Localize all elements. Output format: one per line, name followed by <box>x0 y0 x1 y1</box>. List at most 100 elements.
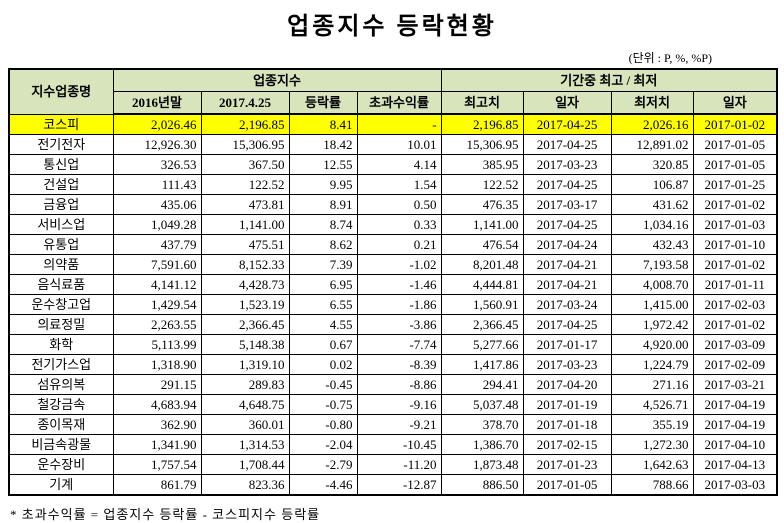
date-cell: 2017-01-10 <box>692 234 778 255</box>
table-row: 의료정밀 2,263.55 2,366.45 4.55 -3.86 2,366.45 201… <box>8 314 778 335</box>
value-cell: 1,642.63 <box>610 454 694 475</box>
value-cell: 111.43 <box>112 174 202 195</box>
value-cell: 823.36 <box>200 474 290 496</box>
value-cell: 18.42 <box>288 134 358 155</box>
date-cell: 2017-04-13 <box>692 454 778 475</box>
date-cell: 2017-01-11 <box>692 274 778 295</box>
value-cell: 0.33 <box>356 214 442 235</box>
value-cell: -1.02 <box>356 254 442 275</box>
value-cell: 1,429.54 <box>112 294 202 315</box>
date-cell: 2017-02-09 <box>692 354 778 375</box>
value-cell: 7,591.60 <box>112 254 202 275</box>
value-cell: 6.95 <box>288 274 358 295</box>
value-cell: 1,319.10 <box>200 354 290 375</box>
value-cell: 106.87 <box>610 174 694 195</box>
value-cell: 1,523.19 <box>200 294 290 315</box>
value-cell: 4.14 <box>356 154 442 175</box>
header-excess-return: 초과수익률 <box>356 91 442 115</box>
sector-name-cell: 운수창고업 <box>8 294 114 315</box>
table-row: 금융업 435.06 473.81 8.91 0.50 476.35 2017-03-17 4… <box>8 194 778 215</box>
header-low-date: 일자 <box>692 91 778 115</box>
sector-name-cell: 통신업 <box>8 154 114 175</box>
page-title: 업종지수 등락현황 <box>287 14 497 40</box>
value-cell: 1,318.90 <box>112 354 202 375</box>
value-cell: 12,926.30 <box>112 134 202 155</box>
value-cell: 2,196.85 <box>200 113 290 135</box>
date-cell: 2017-04-21 <box>522 274 612 295</box>
date-cell: 2017-01-05 <box>522 474 612 496</box>
table-body: 코스피 2,026.46 2,196.85 8.41-2,196.85 2017-04-… <box>8 113 778 496</box>
table-row: 음식료품 4,141.12 4,428.73 6.95 -1.46 4,444.81 201… <box>8 274 778 295</box>
value-cell: 10.01 <box>356 134 442 155</box>
table-row-kospi: 코스피 2,026.46 2,196.85 8.41-2,196.85 2017-04-… <box>8 113 778 135</box>
value-cell: -1.86 <box>356 294 442 315</box>
table-row: 통신업 326.53 367.50 12.55 4.14 385.95 2017-03-23… <box>8 154 778 175</box>
value-cell: 1,386.70 <box>440 434 524 455</box>
value-cell: -8.39 <box>356 354 442 375</box>
value-cell: 2,366.45 <box>200 314 290 335</box>
value-cell: -2.79 <box>288 454 358 475</box>
value-cell: -2.04 <box>288 434 358 455</box>
table-header: 지수업종명 업종지수 기간중 최고 / 최저 2016년말 2017.4.25 … <box>8 68 778 115</box>
date-cell: 2017-02-03 <box>692 294 778 315</box>
value-cell: 2,366.45 <box>440 314 524 335</box>
sector-name-cell: 종이목재 <box>8 414 114 435</box>
value-cell: 0.02 <box>288 354 358 375</box>
value-cell: 4,008.70 <box>610 274 694 295</box>
date-cell: 2017-04-25 <box>522 214 612 235</box>
value-cell: -0.80 <box>288 414 358 435</box>
value-cell: -1.46 <box>356 274 442 295</box>
value-cell: 1,049.28 <box>112 214 202 235</box>
value-cell: 8.74 <box>288 214 358 235</box>
value-cell: 291.15 <box>112 374 202 395</box>
value-cell: -10.45 <box>356 434 442 455</box>
value-cell: 4,648.75 <box>200 394 290 415</box>
sector-name-cell: 화학 <box>8 334 114 355</box>
date-cell: 2017-01-03 <box>692 214 778 235</box>
sector-name-cell: 서비스업 <box>8 214 114 235</box>
value-cell: 5,037.48 <box>440 394 524 415</box>
value-cell: 8.62 <box>288 234 358 255</box>
value-cell: 2,026.16 <box>610 113 694 135</box>
date-cell: 2017-04-25 <box>522 314 612 335</box>
value-cell: 0.50 <box>356 194 442 215</box>
value-cell: 8.91 <box>288 194 358 215</box>
date-cell: 2017-01-02 <box>692 194 778 215</box>
table-row: 종이목재 362.90 360.01 -0.80 -9.21 378.70 2017-01-… <box>8 414 778 435</box>
value-cell: 5,113.99 <box>112 334 202 355</box>
date-cell: 2017-04-21 <box>522 254 612 275</box>
date-cell: 2017-04-24 <box>522 234 612 255</box>
header-low: 최저치 <box>610 91 694 115</box>
header-sector-name: 지수업종명 <box>8 68 114 115</box>
value-cell: 294.41 <box>440 374 524 395</box>
value-cell: 8.41 <box>288 113 358 135</box>
sector-name-cell: 섬유의복 <box>8 374 114 395</box>
sector-name-cell: 금융업 <box>8 194 114 215</box>
value-cell: 476.54 <box>440 234 524 255</box>
value-cell: 15,306.95 <box>200 134 290 155</box>
header-row-sub: 2016년말 2017.4.25 등락률 초과수익률 최고치 일자 최저치 일자 <box>9 91 778 115</box>
date-cell: 2017-02-15 <box>522 434 612 455</box>
value-cell: 437.79 <box>112 234 202 255</box>
date-cell: 2017-03-24 <box>522 294 612 315</box>
sector-name-cell: 전기가스업 <box>8 354 114 375</box>
value-cell: 12.55 <box>288 154 358 175</box>
value-cell: 1,034.16 <box>610 214 694 235</box>
date-cell: 2017-01-05 <box>692 134 778 155</box>
sector-name-cell: 전기전자 <box>8 134 114 155</box>
value-cell: 476.35 <box>440 194 524 215</box>
sector-name-cell: 기계 <box>8 474 114 496</box>
date-cell: 2017-03-23 <box>522 154 612 175</box>
date-cell: 2017-01-05 <box>692 154 778 175</box>
value-cell: 1,560.91 <box>440 294 524 315</box>
sector-name-cell: 음식료품 <box>8 274 114 295</box>
value-cell: 788.66 <box>610 474 694 496</box>
date-cell: 2017-03-03 <box>692 474 778 496</box>
date-cell: 2017-04-19 <box>692 394 778 415</box>
value-cell: 6.55 <box>288 294 358 315</box>
table-row: 철강금속 4,683.94 4,648.75 -0.75 -9.16 5,037.48 20… <box>8 394 778 415</box>
value-cell: 1,141.00 <box>440 214 524 235</box>
table-row: 운수장비 1,757.54 1,708.44 -2.79 -11.20 1,873.48 2… <box>8 454 778 475</box>
value-cell: 4,141.12 <box>112 274 202 295</box>
sector-index-table: 지수업종명 업종지수 기간중 최고 / 최저 2016년말 2017.4.25 … <box>8 68 779 496</box>
